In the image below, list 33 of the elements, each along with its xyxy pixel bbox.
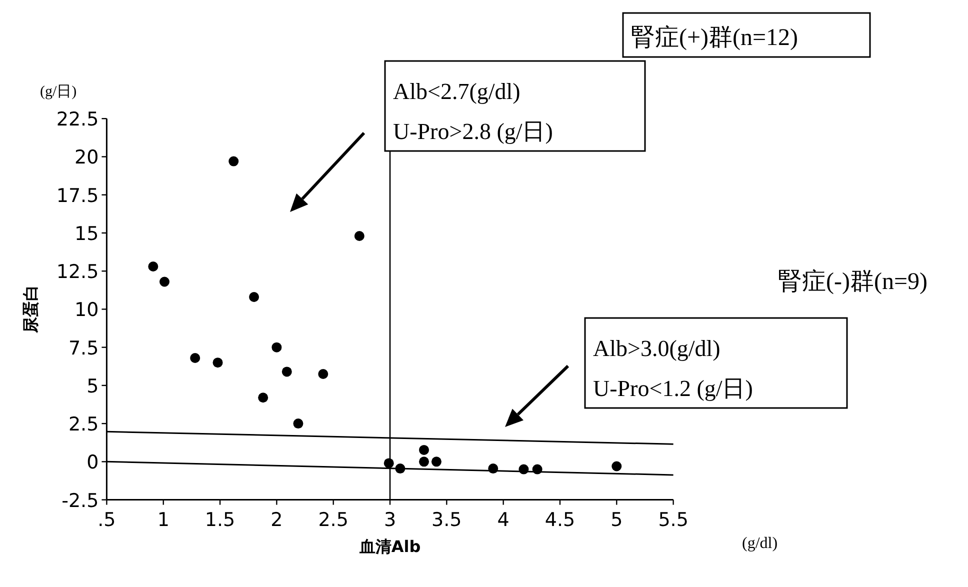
text: 腎症(-)群(n=9) (778, 268, 928, 295)
text: (g/日) (40, 84, 77, 100)
note-box: 腎症(+)群(n=12) (622, 12, 871, 58)
x-tick-label: 1 (157, 508, 170, 531)
annotation: U-Pro>2.8 (g/日) (393, 119, 553, 144)
x-tick-label: 1.5 (204, 508, 236, 531)
y-tick-label: 20 (74, 146, 99, 169)
x-tick-label: 3.5 (432, 508, 462, 531)
annotation: U-Pro<1.2 (g/日) (593, 376, 753, 401)
x-tick-label: 4.5 (544, 508, 576, 531)
y-tick-label: 0 (86, 452, 99, 474)
y-axis-title: 尿蛋白 (21, 285, 40, 334)
annotation: Alb>3.0(g/dl) (593, 336, 720, 361)
note-box: Alb<2.7(g/dl) U-Pro>2.8 (g/日) (384, 60, 646, 152)
y-tick-label: 15 (74, 222, 99, 245)
x-tick-label: 3 (384, 508, 396, 531)
y-tick-label: 7.5 (68, 337, 99, 360)
x-tick-label: 2.5 (318, 508, 348, 531)
text: (g/dl) (742, 535, 778, 552)
x-tick-label: 5.5 (658, 508, 688, 531)
y-tick-label: 5 (86, 375, 99, 398)
y-tick-label: 2.5 (68, 414, 99, 436)
x-axis-title: 血清Alb (358, 536, 421, 556)
y-tick-label: -2.5 (62, 490, 99, 512)
y-tick-label: 10 (74, 299, 99, 322)
x-tick-label: 2 (270, 508, 283, 531)
x-tick-label: 5 (610, 508, 623, 531)
x-tick-label: .5 (98, 508, 116, 531)
y-tick-label: 17.5 (56, 184, 99, 207)
x-tick-label: 4 (497, 508, 510, 531)
y-tick-label: 22.5 (56, 108, 99, 131)
y-tick-label: 12.5 (56, 261, 99, 284)
note-box: Alb>3.0(g/dl) U-Pro<1.2 (g/日) (584, 317, 848, 409)
